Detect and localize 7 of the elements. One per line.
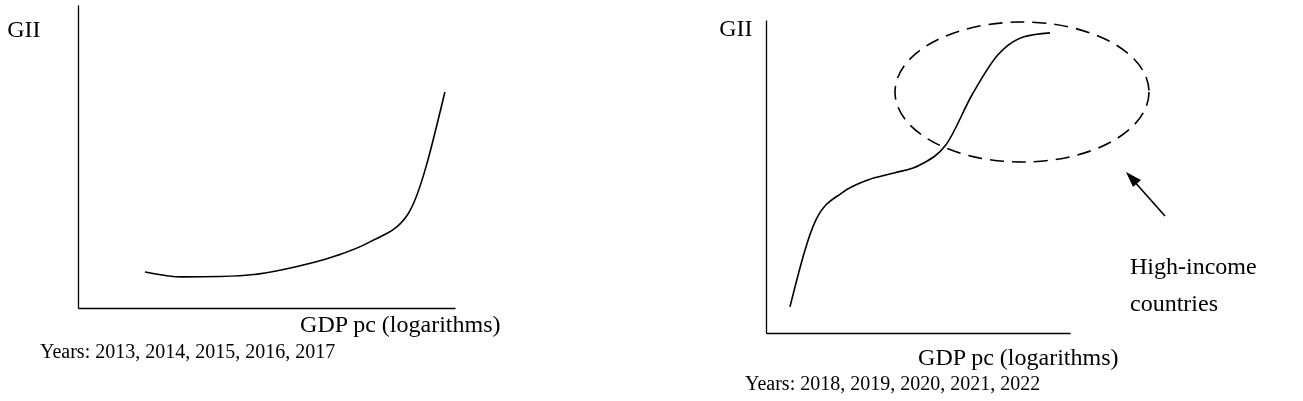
x-axis-title: GDP pc (logarithms) [300, 310, 501, 337]
x-axis-title: GDP pc (logarithms) [918, 343, 1119, 370]
text: Years: 2013, 2014, 2015, 2016, 2017 [40, 340, 336, 363]
y-axis-title: GII [7, 15, 41, 42]
text: Years: 2018, 2019, 2020, 2021, 2022 [745, 372, 1041, 395]
y-axis-title: GII [719, 14, 753, 41]
text: High-income countries [1130, 252, 1258, 318]
